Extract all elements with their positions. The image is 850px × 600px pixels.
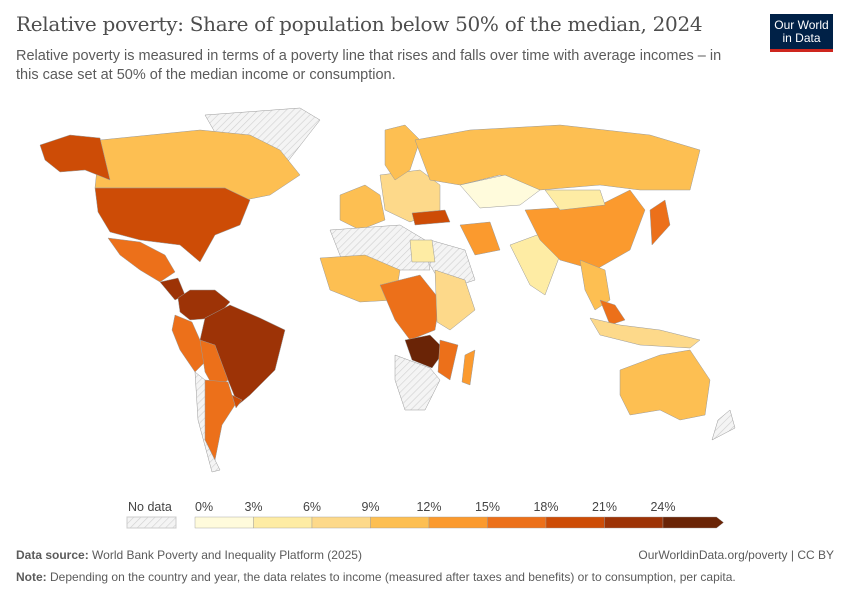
country-western-europe[interactable] bbox=[339, 184, 386, 231]
legend-tick-label: 15% bbox=[475, 500, 500, 514]
no-data-swatch bbox=[126, 516, 177, 529]
country-mexico[interactable] bbox=[107, 237, 176, 283]
legend: No data 0% 3% 6% 9% 12% 15% 18% 21% 24% bbox=[126, 500, 724, 529]
country-mozambique[interactable] bbox=[437, 339, 459, 381]
legend-bin bbox=[662, 516, 724, 529]
legend-tick-label: 3% bbox=[244, 500, 262, 514]
legend-tick-label: 9% bbox=[361, 500, 379, 514]
legend-tick-label: 18% bbox=[533, 500, 558, 514]
country-turkey[interactable] bbox=[411, 209, 451, 226]
country-australia[interactable] bbox=[619, 349, 711, 421]
country-iran[interactable] bbox=[459, 221, 501, 256]
legend-bin bbox=[253, 516, 313, 529]
country-madagascar[interactable] bbox=[461, 349, 476, 386]
country-malaysia[interactable] bbox=[599, 299, 626, 326]
source-label: Data source: bbox=[16, 548, 89, 562]
country-zimbabwe-zambia[interactable] bbox=[404, 334, 446, 369]
country-indonesia[interactable] bbox=[589, 317, 701, 349]
no-data-label: No data bbox=[128, 500, 172, 514]
data-source: Data source: World Bank Poverty and Ineq… bbox=[16, 548, 362, 562]
chart-title: Relative poverty: Share of population be… bbox=[16, 12, 703, 36]
note-label: Note: bbox=[16, 570, 47, 584]
country-uruguay[interactable] bbox=[231, 394, 243, 409]
legend-bin bbox=[545, 516, 605, 529]
country-central-africa[interactable] bbox=[379, 274, 441, 341]
country-antarctic-nz[interactable] bbox=[711, 409, 736, 441]
legend-bin bbox=[311, 516, 371, 529]
legend-tick-label: 0% bbox=[195, 500, 213, 514]
country-russia[interactable] bbox=[414, 124, 701, 191]
legend-bin bbox=[370, 516, 430, 529]
source-text: World Bank Poverty and Inequality Platfo… bbox=[92, 548, 362, 562]
country-east-africa[interactable] bbox=[434, 269, 476, 331]
legend-tick-label: 24% bbox=[650, 500, 675, 514]
legend-tick-label: 12% bbox=[416, 500, 441, 514]
country-usa[interactable] bbox=[94, 187, 251, 263]
country-japan[interactable] bbox=[649, 199, 671, 246]
legend-bin bbox=[487, 516, 547, 529]
country-egypt[interactable] bbox=[409, 239, 436, 263]
owid-logo[interactable]: Our World in Data bbox=[770, 14, 833, 52]
source-link[interactable]: OurWorldinData.org/poverty | CC BY bbox=[638, 548, 834, 562]
country-peru-ecuador[interactable] bbox=[171, 314, 206, 373]
country-china[interactable] bbox=[524, 189, 646, 271]
legend-bin bbox=[604, 516, 664, 529]
legend-bin bbox=[194, 516, 254, 529]
country-kazakhstan[interactable] bbox=[459, 174, 541, 209]
legend-tick-label: 21% bbox=[592, 500, 617, 514]
country-scandinavia[interactable] bbox=[384, 124, 421, 181]
note-text: Depending on the country and year, the d… bbox=[50, 570, 736, 584]
country-argentina[interactable] bbox=[204, 379, 236, 461]
country-alaska[interactable] bbox=[39, 134, 111, 181]
country-eastern-europe[interactable] bbox=[379, 169, 441, 223]
note: Note: Depending on the country and year,… bbox=[16, 570, 736, 584]
chart-subtitle: Relative poverty is measured in terms of… bbox=[16, 48, 722, 83]
country-southern-africa[interactable] bbox=[394, 354, 441, 411]
legend-bin bbox=[428, 516, 488, 529]
country-mongolia[interactable] bbox=[544, 189, 606, 211]
legend-tick-label: 6% bbox=[303, 500, 321, 514]
